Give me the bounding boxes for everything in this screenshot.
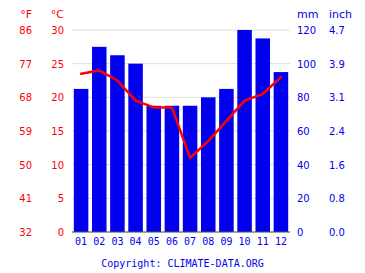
x-axis: 01 02 03 04 05 06 07 08 09 10 11 12	[75, 236, 287, 247]
tick-label: 3.1	[329, 92, 345, 103]
tick-label: 2.4	[329, 126, 345, 137]
tick-label: 60	[297, 126, 310, 137]
x-tick-label: 05	[148, 236, 160, 247]
tick-label: 77	[19, 59, 32, 70]
tick-label: 5	[58, 193, 64, 204]
x-tick-label: 10	[239, 236, 251, 247]
tick-label: 40	[297, 160, 310, 171]
bar	[255, 38, 270, 232]
tick-label: 0	[58, 227, 64, 238]
tick-label: 86	[19, 25, 32, 36]
bar	[219, 89, 234, 232]
grid-line	[72, 30, 290, 31]
axis-label: mm	[297, 8, 318, 21]
line	[81, 70, 281, 158]
tick-label: 59	[19, 126, 32, 137]
tick-label: 68	[19, 92, 32, 103]
plot-area	[74, 30, 288, 232]
bar	[146, 106, 161, 232]
x-tick-label: 06	[166, 236, 178, 247]
tick-label: 0.0	[329, 227, 345, 238]
tick-label: 100	[297, 59, 316, 70]
axis-label: °F	[20, 8, 32, 21]
grid-line	[72, 232, 290, 233]
tick-label: 0.8	[329, 193, 345, 204]
tick-label: 4.7	[329, 25, 345, 36]
chart: 01020304050607080910111232415059687786°F…	[0, 0, 365, 273]
tick-label: 80	[297, 92, 310, 103]
tick-label: 1.6	[329, 160, 345, 171]
tick-label: 3.9	[329, 59, 345, 70]
tick-label: 20	[51, 92, 64, 103]
tick-label: 10	[51, 160, 64, 171]
x-tick-label: 11	[257, 236, 269, 247]
bar	[74, 89, 89, 232]
tick-label: 41	[19, 193, 32, 204]
axis-label: °C	[51, 8, 65, 21]
x-tick-label: 09	[220, 236, 232, 247]
x-tick-label: 12	[275, 236, 287, 247]
tick-label: 20	[297, 193, 310, 204]
chart-container: 01020304050607080910111232415059687786°F…	[0, 0, 365, 273]
bar	[201, 97, 216, 232]
axis-mm: 0 20 40 60 80 100 120 mm	[297, 8, 318, 238]
bar	[237, 30, 252, 232]
x-tick-label: 07	[184, 236, 196, 247]
grid	[72, 30, 290, 232]
tick-label: 50	[19, 160, 32, 171]
tick-label: 15	[51, 126, 64, 137]
bar	[128, 64, 143, 232]
tick-label: 120	[297, 25, 316, 36]
annotation: Copyright: CLIMATE-DATA.ORG	[101, 258, 264, 269]
bars	[74, 30, 288, 232]
x-tick-label: 03	[111, 236, 123, 247]
tick-label: 0	[297, 227, 303, 238]
axis-celsius: 0 5 10 15 20 25 30 °C	[51, 8, 65, 238]
tick-label: 32	[19, 227, 32, 238]
x-tick-label: 04	[130, 236, 142, 247]
x-tick-label: 08	[202, 236, 214, 247]
x-axis-line	[72, 232, 290, 233]
bar	[274, 72, 289, 232]
tick-label: 30	[51, 25, 64, 36]
x-tick-label: 01	[75, 236, 87, 247]
bar	[183, 106, 198, 232]
axis-fahrenheit: 32 41 50 59 68 77 86 °F	[19, 8, 32, 238]
x-tick-label: 02	[93, 236, 105, 247]
tick-label: 25	[51, 59, 64, 70]
axis-label: inch	[329, 8, 352, 21]
axis-inch: 0.0 0.8 1.6 2.4 3.1 3.9 4.7 inch	[329, 8, 352, 238]
